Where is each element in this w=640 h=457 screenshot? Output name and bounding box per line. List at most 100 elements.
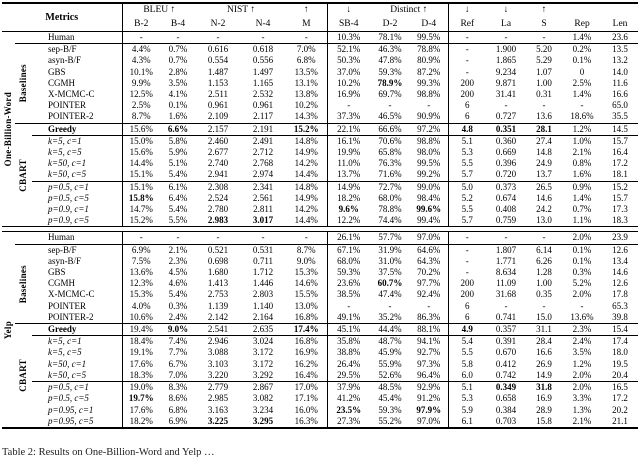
metric-cell: - — [504, 32, 508, 42]
metric-cell: 16.6 — [536, 347, 552, 358]
metric-cell: 15.1% — [122, 180, 161, 193]
metric-cell: 12.6 — [602, 243, 639, 256]
metric-cell: 14.9% — [286, 192, 328, 205]
metric-cell: 0.961 — [207, 100, 229, 111]
metric-cell: 0.1% — [572, 255, 592, 266]
metric-cell: 0.2% — [562, 43, 603, 56]
metric-cell: 2.3% — [562, 323, 603, 336]
table-row: p=0.95, c=1 17.6% 6.8% 3.163 3.234 16.0% 23.5%… — [2, 404, 638, 416]
metric-cell: 1.2% — [572, 358, 592, 369]
metric-cell: 99.4% — [410, 215, 449, 227]
metric-cell: 15.2% — [129, 215, 153, 226]
table-row: CGMH 9.9% 3.5% 1.153 1.165 13.1% 10.2% 78.9% 99.… — [2, 77, 638, 90]
metric-cell: 1.00 — [536, 278, 552, 289]
method-name: k=50, c=5 — [32, 369, 123, 382]
metric-cell: 97.7% — [410, 278, 449, 290]
metric-cell: 18.1 — [612, 169, 628, 180]
metric-cell: 12.6 — [612, 278, 628, 289]
metric-cell: 16.2% — [286, 358, 328, 370]
metric-cell: - — [261, 32, 265, 42]
metric-cell: 96.4% — [410, 369, 449, 382]
metric-cell: - — [410, 300, 449, 312]
metric-cell: 15.7 — [612, 192, 628, 203]
dataset-label: One-Billion-Word — [2, 32, 15, 227]
metric-cell: 0.9% — [562, 180, 603, 193]
metric-cell: 16.9% — [286, 347, 328, 359]
metric-cell: 4.8 — [448, 122, 487, 136]
table-row: p=0.5, c=5 19.7% 8.6% 2.985 3.082 17.1% 41.2% 4… — [2, 393, 638, 405]
metric-cell: 99.2% — [410, 169, 449, 182]
column-header: N-4 — [240, 17, 287, 32]
metric-cell: 80.9% — [410, 55, 449, 67]
metric-cell: 18.2% — [129, 415, 153, 426]
table-row: p=0.5, c=1 19.0% 8.3% 2.779 2.867 17.0% 37.9% 4… — [2, 381, 639, 394]
metric-cell: 46.5% — [378, 111, 402, 122]
table-row: X-MCMC-C 15.3% 5.4% 2.753 2.803 15.5% 38.5% 47.… — [2, 289, 638, 301]
metric-cell: 1.153 — [207, 77, 229, 88]
metric-cell: 15.4 — [602, 323, 639, 336]
metric-cell: 7.5% — [131, 255, 151, 266]
metric-cell: 2.740 — [207, 158, 229, 169]
method-name: Greedy — [32, 323, 123, 336]
metric-cell: 72.7% — [370, 180, 411, 193]
method-name: k=50, c=1 — [32, 158, 123, 170]
metric-cell: 26.5 — [526, 180, 563, 193]
metric-cell: 8.3% — [160, 381, 197, 394]
metric-cell: 22.1% — [327, 122, 371, 136]
metric-cell: 8.7% — [286, 243, 328, 256]
metric-cell: 13.2 — [612, 55, 628, 66]
metric-cell: 17.6% — [129, 358, 153, 369]
method-name: k=5, c=5 — [32, 347, 123, 359]
table-row: GBS 10.1% 2.8% 1.487 1.497 13.5% 37.0% 59.3% 87.… — [2, 66, 638, 78]
metric-cell: 2.985 — [207, 393, 229, 404]
metric-cell: 11.0% — [337, 158, 361, 169]
metric-cell: 10.6% — [129, 311, 153, 322]
metric-cell: 16.4% — [286, 369, 328, 382]
metric-cell: 2.712 — [252, 147, 274, 158]
metric-cell: 13.6% — [129, 267, 153, 278]
metric-cell: 15.8 — [536, 415, 552, 426]
metric-cell: 17.0% — [286, 381, 328, 394]
metric-cell: 28.4 — [526, 335, 563, 348]
table-row: k=5, c=1 18.4% 7.4% 2.946 3.024 16.8% 35.8% 48.… — [2, 335, 639, 348]
metric-cell: 18.4% — [122, 335, 161, 348]
metric-cell: - — [465, 267, 469, 278]
metric-cell: 15.1% — [129, 169, 153, 180]
metric-cell: 5.4% — [168, 289, 188, 300]
metric-cell: 2.0% — [562, 381, 603, 394]
metric-cell: 55.2% — [378, 415, 402, 426]
metric-cell: 13.5 — [602, 43, 639, 56]
table-body: One-Billion-Word Human - - - - -10.3% 78.1% 99.5… — [2, 31, 639, 428]
metric-cell: 3.024 — [240, 335, 287, 348]
metric-cell: 3.220 — [207, 369, 229, 380]
metric-cell: 5.2% — [572, 278, 592, 289]
metric-cell: 3.082 — [252, 393, 274, 404]
metric-cell: 5.4% — [168, 169, 188, 180]
metric-cell: 14.0 — [612, 66, 628, 77]
metric-cell: 4.9 — [448, 323, 487, 336]
metric-cell: 6.8% — [168, 404, 188, 415]
metric-cell: 90.9% — [410, 111, 449, 124]
metric-cell: 2.117 — [253, 111, 273, 122]
metric-cell: 0.618 — [240, 43, 287, 56]
table-caption: Table 2: Results on One-Billion-Word and… — [2, 447, 215, 457]
metric-cell: 12.3% — [129, 278, 153, 289]
metric-cell: 13.1% — [286, 77, 328, 90]
table-row: Baselines sep-B/F 4.4% 0.7% 0.616 0.618 7.0% 52… — [2, 43, 639, 124]
metric-cell: 15.3% — [129, 289, 153, 300]
metric-cell: 2.0% — [572, 232, 592, 243]
method-name: p=0.95, c=5 — [32, 415, 123, 428]
metric-cell: - — [139, 232, 143, 243]
column-header: La — [486, 17, 527, 32]
metric-cell: 5.3 — [461, 147, 473, 158]
section-divider — [2, 226, 639, 233]
method-name: Human — [32, 31, 123, 44]
metric-cell: 19.7% — [128, 393, 154, 404]
metric-cell: 16.9% — [337, 89, 361, 100]
metric-cell: 31.41 — [495, 89, 517, 100]
metric-cell: 2.1% — [572, 415, 592, 426]
metric-cell: 0.727 — [495, 111, 517, 122]
method-group-label-text: Baselines — [17, 264, 28, 303]
metric-cell: 37.0% — [337, 66, 361, 77]
column-header: Ref — [448, 17, 487, 32]
